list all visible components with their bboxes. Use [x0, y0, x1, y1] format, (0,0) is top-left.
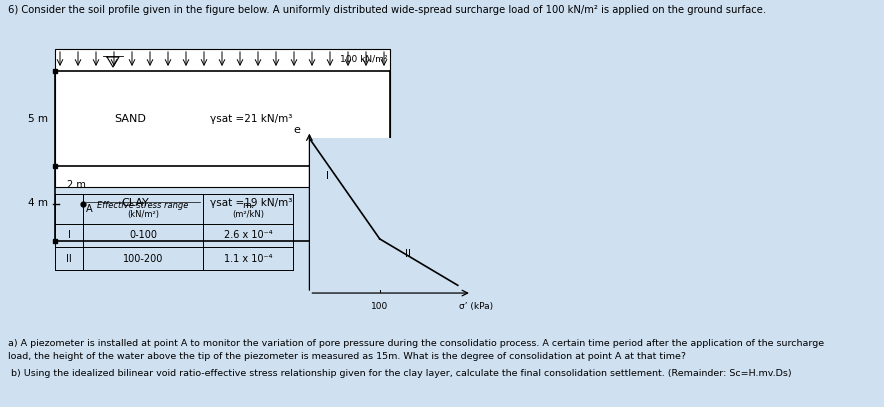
- Text: a) A piezometer is installed at point A to monitor the variation of pore pressur: a) A piezometer is installed at point A …: [8, 339, 824, 361]
- Text: (m²/kN): (m²/kN): [232, 210, 264, 219]
- Text: I: I: [67, 230, 71, 241]
- Text: I: I: [326, 171, 330, 181]
- Text: CLAY: CLAY: [121, 199, 149, 208]
- Text: 0-100: 0-100: [129, 230, 157, 241]
- Text: II: II: [405, 249, 410, 259]
- Text: b) Using the idealized bilinear void ratio-effective stress relationship given f: b) Using the idealized bilinear void rat…: [8, 369, 792, 378]
- Text: 4 m: 4 m: [28, 199, 48, 208]
- Text: A: A: [86, 204, 93, 214]
- Text: γsat =21 kN/m³: γsat =21 kN/m³: [210, 114, 293, 123]
- Text: e: e: [293, 125, 301, 135]
- Text: 6) Consider the soil profile given in the figure below. A uniformly distributed : 6) Consider the soil profile given in th…: [8, 5, 766, 15]
- Text: 5 m: 5 m: [28, 114, 48, 123]
- Text: Effective stress range: Effective stress range: [97, 201, 188, 210]
- Text: 2.6 x 10⁻⁴: 2.6 x 10⁻⁴: [224, 230, 272, 241]
- Text: γsat =19 kN/m³: γsat =19 kN/m³: [210, 199, 293, 208]
- Text: 1.1 x 10⁻⁴: 1.1 x 10⁻⁴: [224, 254, 272, 263]
- Text: 100-200: 100-200: [123, 254, 164, 263]
- Text: 2 m: 2 m: [67, 180, 86, 190]
- Text: σ’ (kPa): σ’ (kPa): [460, 302, 493, 311]
- Text: (kN/m²): (kN/m²): [127, 210, 159, 219]
- Text: mᵥ: mᵥ: [241, 201, 255, 210]
- Text: 100: 100: [371, 302, 388, 311]
- Text: SAND: SAND: [114, 114, 146, 123]
- FancyBboxPatch shape: [55, 49, 390, 187]
- Text: 100 kN/m²: 100 kN/m²: [340, 55, 388, 63]
- Text: II: II: [66, 254, 72, 263]
